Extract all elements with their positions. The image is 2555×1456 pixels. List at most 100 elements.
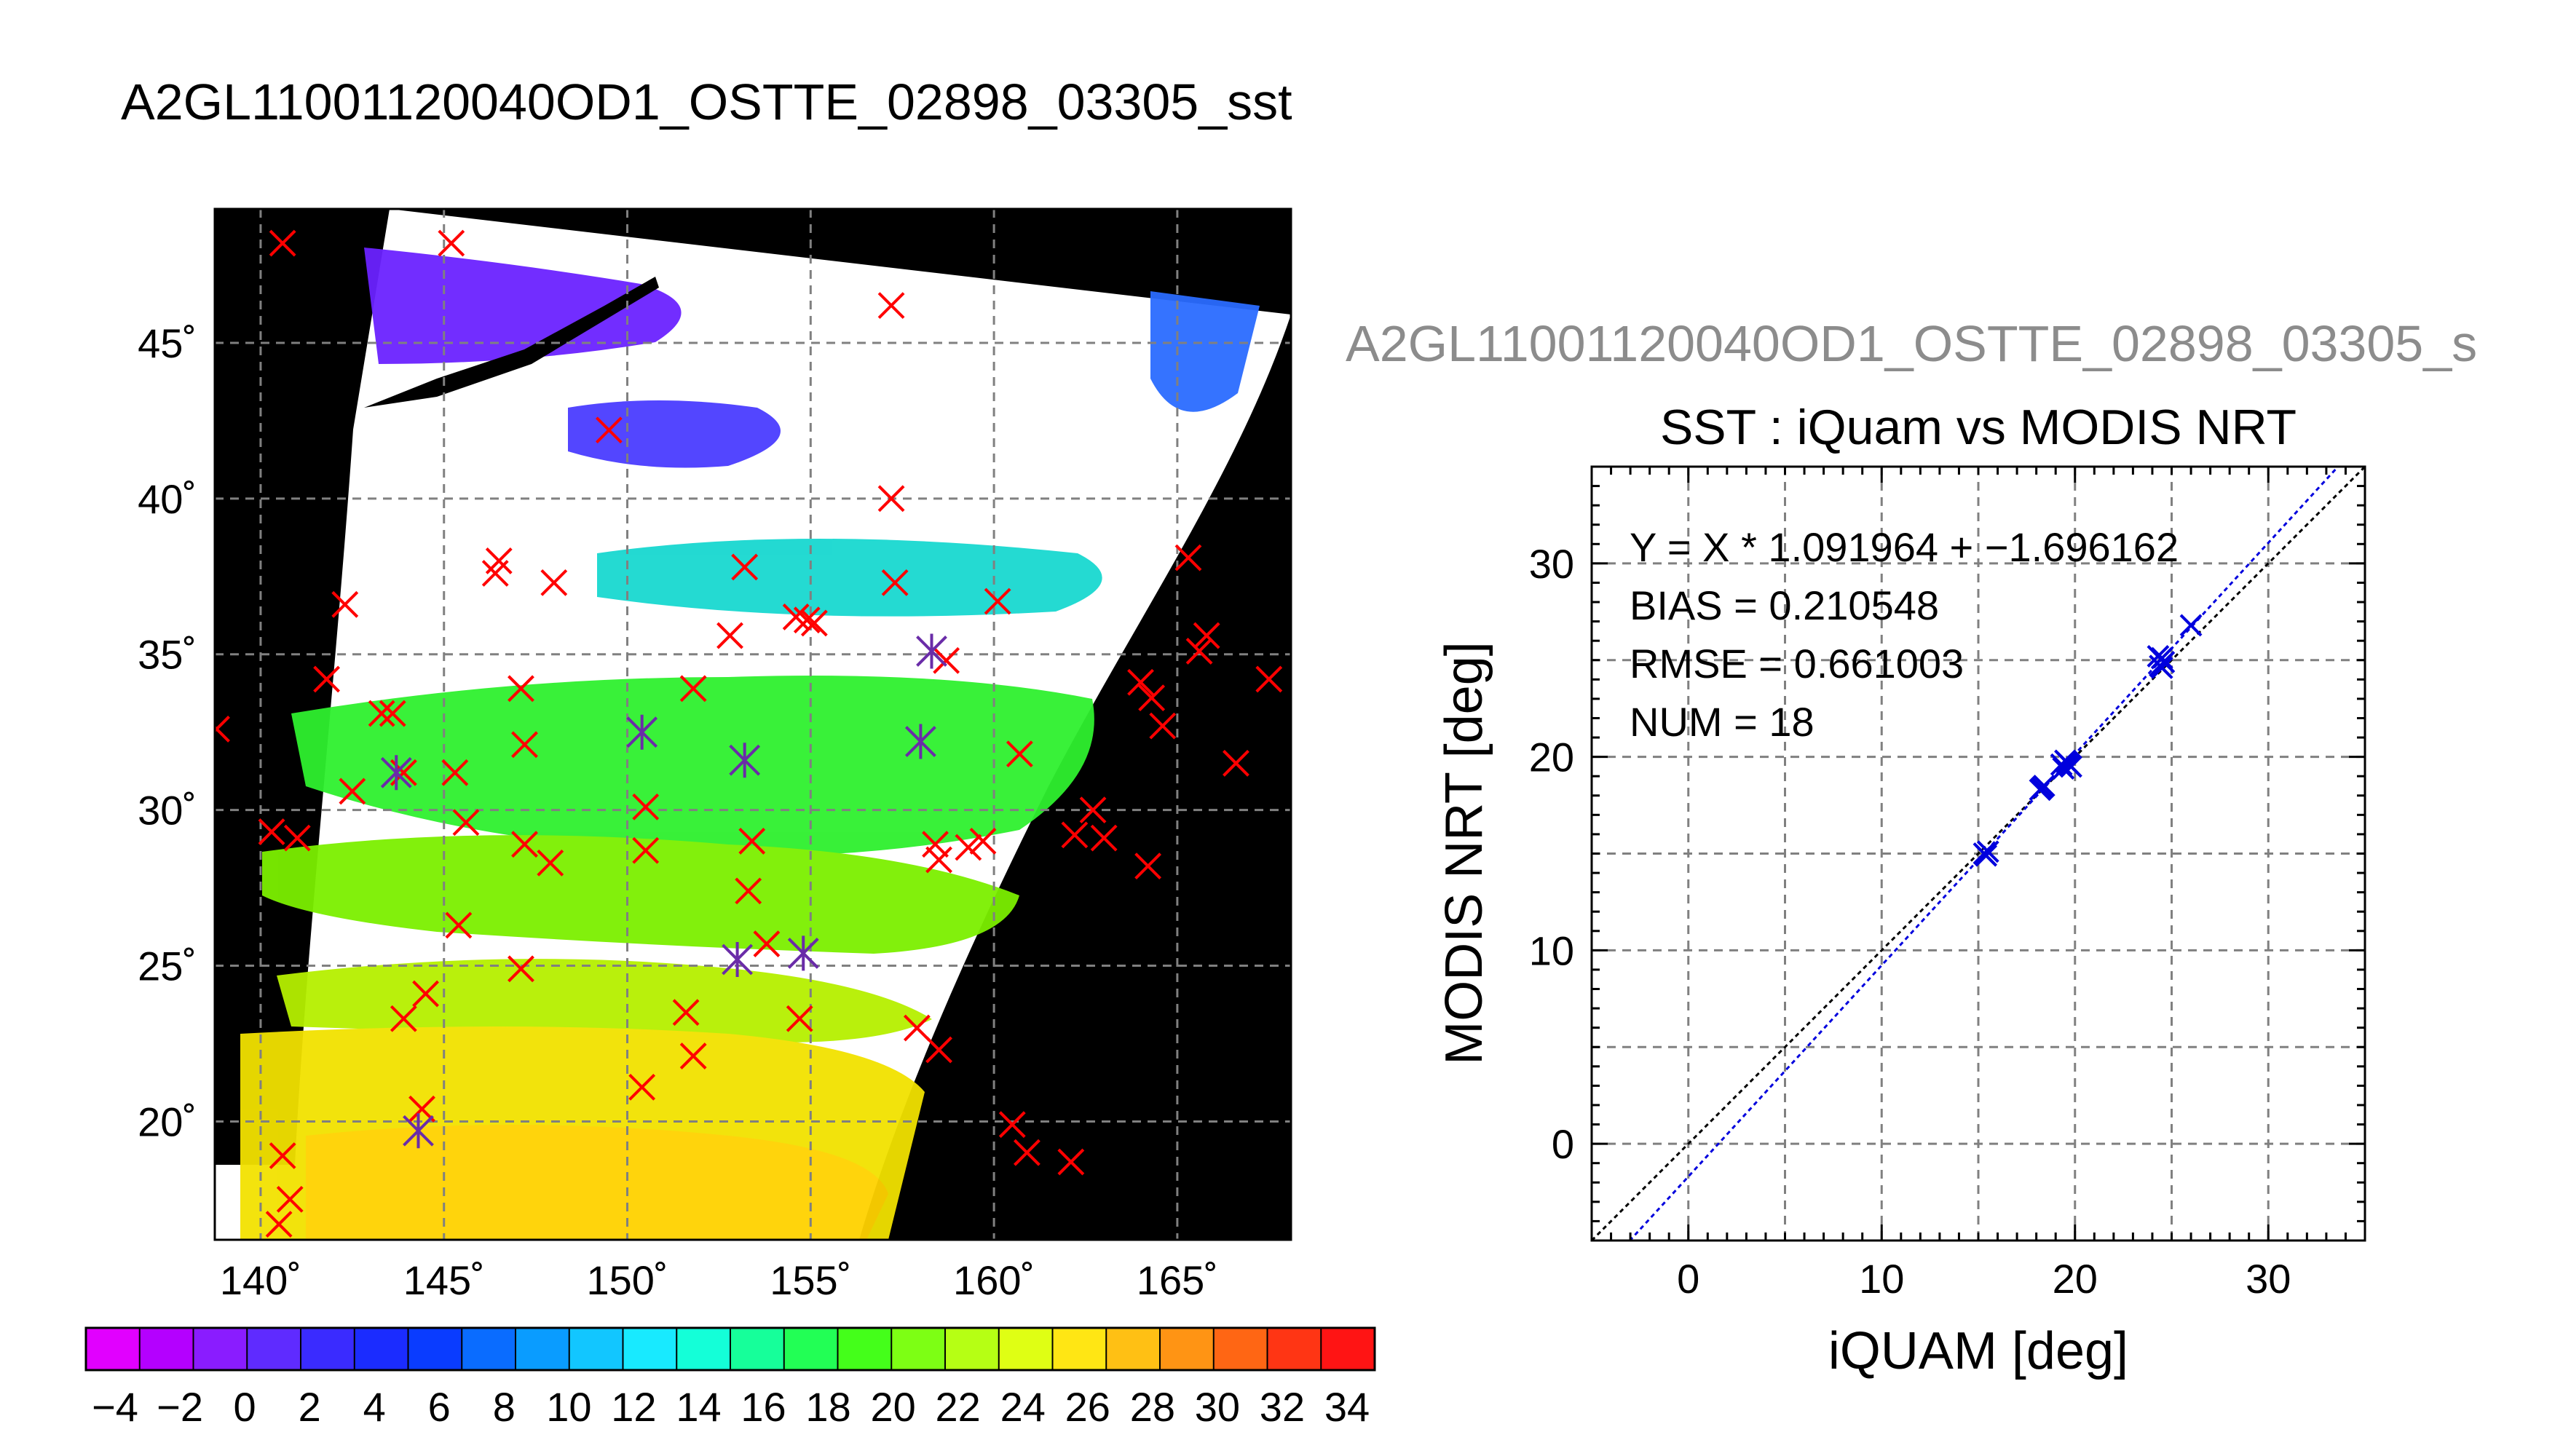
colorbar-swatch	[783, 1328, 838, 1370]
sst-map	[215, 209, 1291, 1240]
map-lat-tick-label: 20˚	[138, 1099, 197, 1144]
matchup-marker	[269, 1142, 296, 1169]
matchup-marker	[331, 590, 359, 618]
colorbar-tick-label: 30	[1195, 1384, 1240, 1430]
stats-rmse: RMSE = 0.661003	[1630, 641, 1964, 687]
matchup-marker	[984, 587, 1011, 615]
main-title: A2GL11001120040OD1_OSTTE_02898_03305_sst	[121, 74, 1292, 130]
colorbar-swatch	[462, 1328, 516, 1370]
scatter-point	[2147, 645, 2170, 668]
matchup-marker	[540, 569, 568, 596]
colorbar-swatch	[945, 1328, 1000, 1370]
matchup-marker-used	[403, 1113, 434, 1149]
matchup-marker	[412, 980, 439, 1008]
scatter-point	[2179, 614, 2203, 637]
colorbar-tick-label: 10	[546, 1384, 591, 1430]
matchup-marker	[628, 1073, 656, 1101]
matchup-marker	[368, 700, 395, 727]
matchup-marker	[441, 759, 469, 786]
matchup-marker	[1127, 668, 1154, 696]
colorbar-swatch	[408, 1328, 462, 1370]
map-lat-tick-label: 25˚	[138, 943, 197, 989]
matchup-marker	[793, 606, 821, 634]
matchup-marker	[258, 818, 285, 846]
matchup-marker	[283, 824, 311, 852]
matchup-marker	[1185, 638, 1213, 665]
matchup-marker-used	[916, 633, 947, 669]
colorbar-frame	[84, 1326, 1376, 1372]
matchup-marker	[877, 485, 905, 513]
colorbar-swatch	[193, 1328, 248, 1370]
scatter-point	[2029, 778, 2052, 802]
matchup-marker	[452, 809, 480, 836]
matchup-marker	[1090, 824, 1118, 852]
matchup-marker	[1255, 665, 1283, 693]
y-axis-label: MODIS NRT [deg]	[1435, 641, 1493, 1065]
matchup-marker	[269, 229, 296, 257]
map-lat-tick-label: 35˚	[138, 632, 197, 678]
x-tick-label: 10	[1859, 1256, 1904, 1302]
colorbar-tick-label: 32	[1260, 1384, 1305, 1430]
map-lon-labels: 140˚ 145˚ 150˚ 155˚ 160˚ 165˚	[220, 1257, 1218, 1303]
map-lon-tick-label: 165˚	[1137, 1257, 1218, 1303]
y-tick-label: 10	[1529, 927, 1574, 973]
matchup-marker	[265, 1211, 293, 1238]
matchup-marker	[511, 831, 538, 858]
map-lat-tick-label: 40˚	[138, 476, 197, 522]
colorbar-swatch	[730, 1328, 785, 1370]
colorbar-tick-label: 8	[493, 1384, 516, 1430]
matchup-marker	[276, 1185, 304, 1213]
scatter-header: A2GL11001120040OD1_OSTTE_02898_03305_s	[1346, 315, 2477, 372]
colorbar-tick-label: 18	[805, 1384, 850, 1430]
matchup-marker	[438, 229, 465, 257]
scatter-points	[1972, 614, 2203, 867]
scatter-point	[1972, 842, 1996, 865]
matchup-marker	[313, 665, 341, 693]
colorbar-swatch	[623, 1328, 677, 1370]
y-tick-label: 30	[1529, 541, 1574, 587]
matchup-marker	[1174, 544, 1202, 571]
matchup-marker	[903, 1014, 931, 1042]
colorbar-swatch	[569, 1328, 623, 1370]
matchup-marker	[511, 731, 538, 759]
matchup-marker-used	[722, 941, 754, 977]
colorbar-tick-label: 16	[741, 1384, 786, 1430]
matchup-marker	[1149, 712, 1177, 740]
matchup-marker	[679, 675, 707, 703]
colorbar-tick-label: 2	[299, 1384, 321, 1430]
map-lon-tick-label: 140˚	[220, 1257, 301, 1303]
matchup-marker	[735, 877, 762, 905]
colorbar-swatch	[1213, 1328, 1268, 1370]
matchup-marker	[969, 828, 997, 855]
matchup-marker	[738, 828, 766, 855]
colorbar-swatch	[139, 1328, 194, 1370]
colorbar-swatch	[1160, 1328, 1215, 1370]
colorbar-tick-label: 14	[676, 1384, 721, 1430]
matchup-marker	[925, 1036, 952, 1064]
colorbar-swatch	[516, 1328, 570, 1370]
matchup-marker-used	[380, 755, 412, 791]
map-grid	[215, 209, 1291, 1240]
x-tick-label: 30	[2246, 1256, 2291, 1302]
matchup-marker	[390, 1005, 417, 1032]
scatter-title: SST : iQuam vs MODIS NRT	[1660, 400, 2297, 455]
identity-line	[1592, 467, 2365, 1241]
x-tick-label: 20	[2053, 1256, 2098, 1302]
colorbar-tick-label: 6	[428, 1384, 451, 1430]
colorbar-swatch	[1267, 1328, 1322, 1370]
stats-bias: BIAS = 0.210548	[1630, 582, 1939, 628]
matchup-marker	[632, 836, 660, 864]
scatter-point	[2058, 753, 2081, 776]
matchup-marker	[508, 955, 534, 983]
colorbar-tick-label: −4	[92, 1384, 138, 1430]
matchup-marker	[1193, 622, 1220, 649]
colorbar-tick-label: 12	[611, 1384, 656, 1430]
matchup-marker	[881, 569, 909, 596]
matchup-marker	[339, 778, 366, 805]
y-tick-label: 0	[1552, 1121, 1574, 1167]
scatter-minor-ticks	[1592, 467, 2365, 1241]
matchup-marker-used	[729, 743, 761, 778]
matchup-marker	[445, 911, 473, 939]
colorbar-tick-label: 26	[1065, 1384, 1110, 1430]
colorbar-tick-label: 20	[870, 1384, 915, 1430]
